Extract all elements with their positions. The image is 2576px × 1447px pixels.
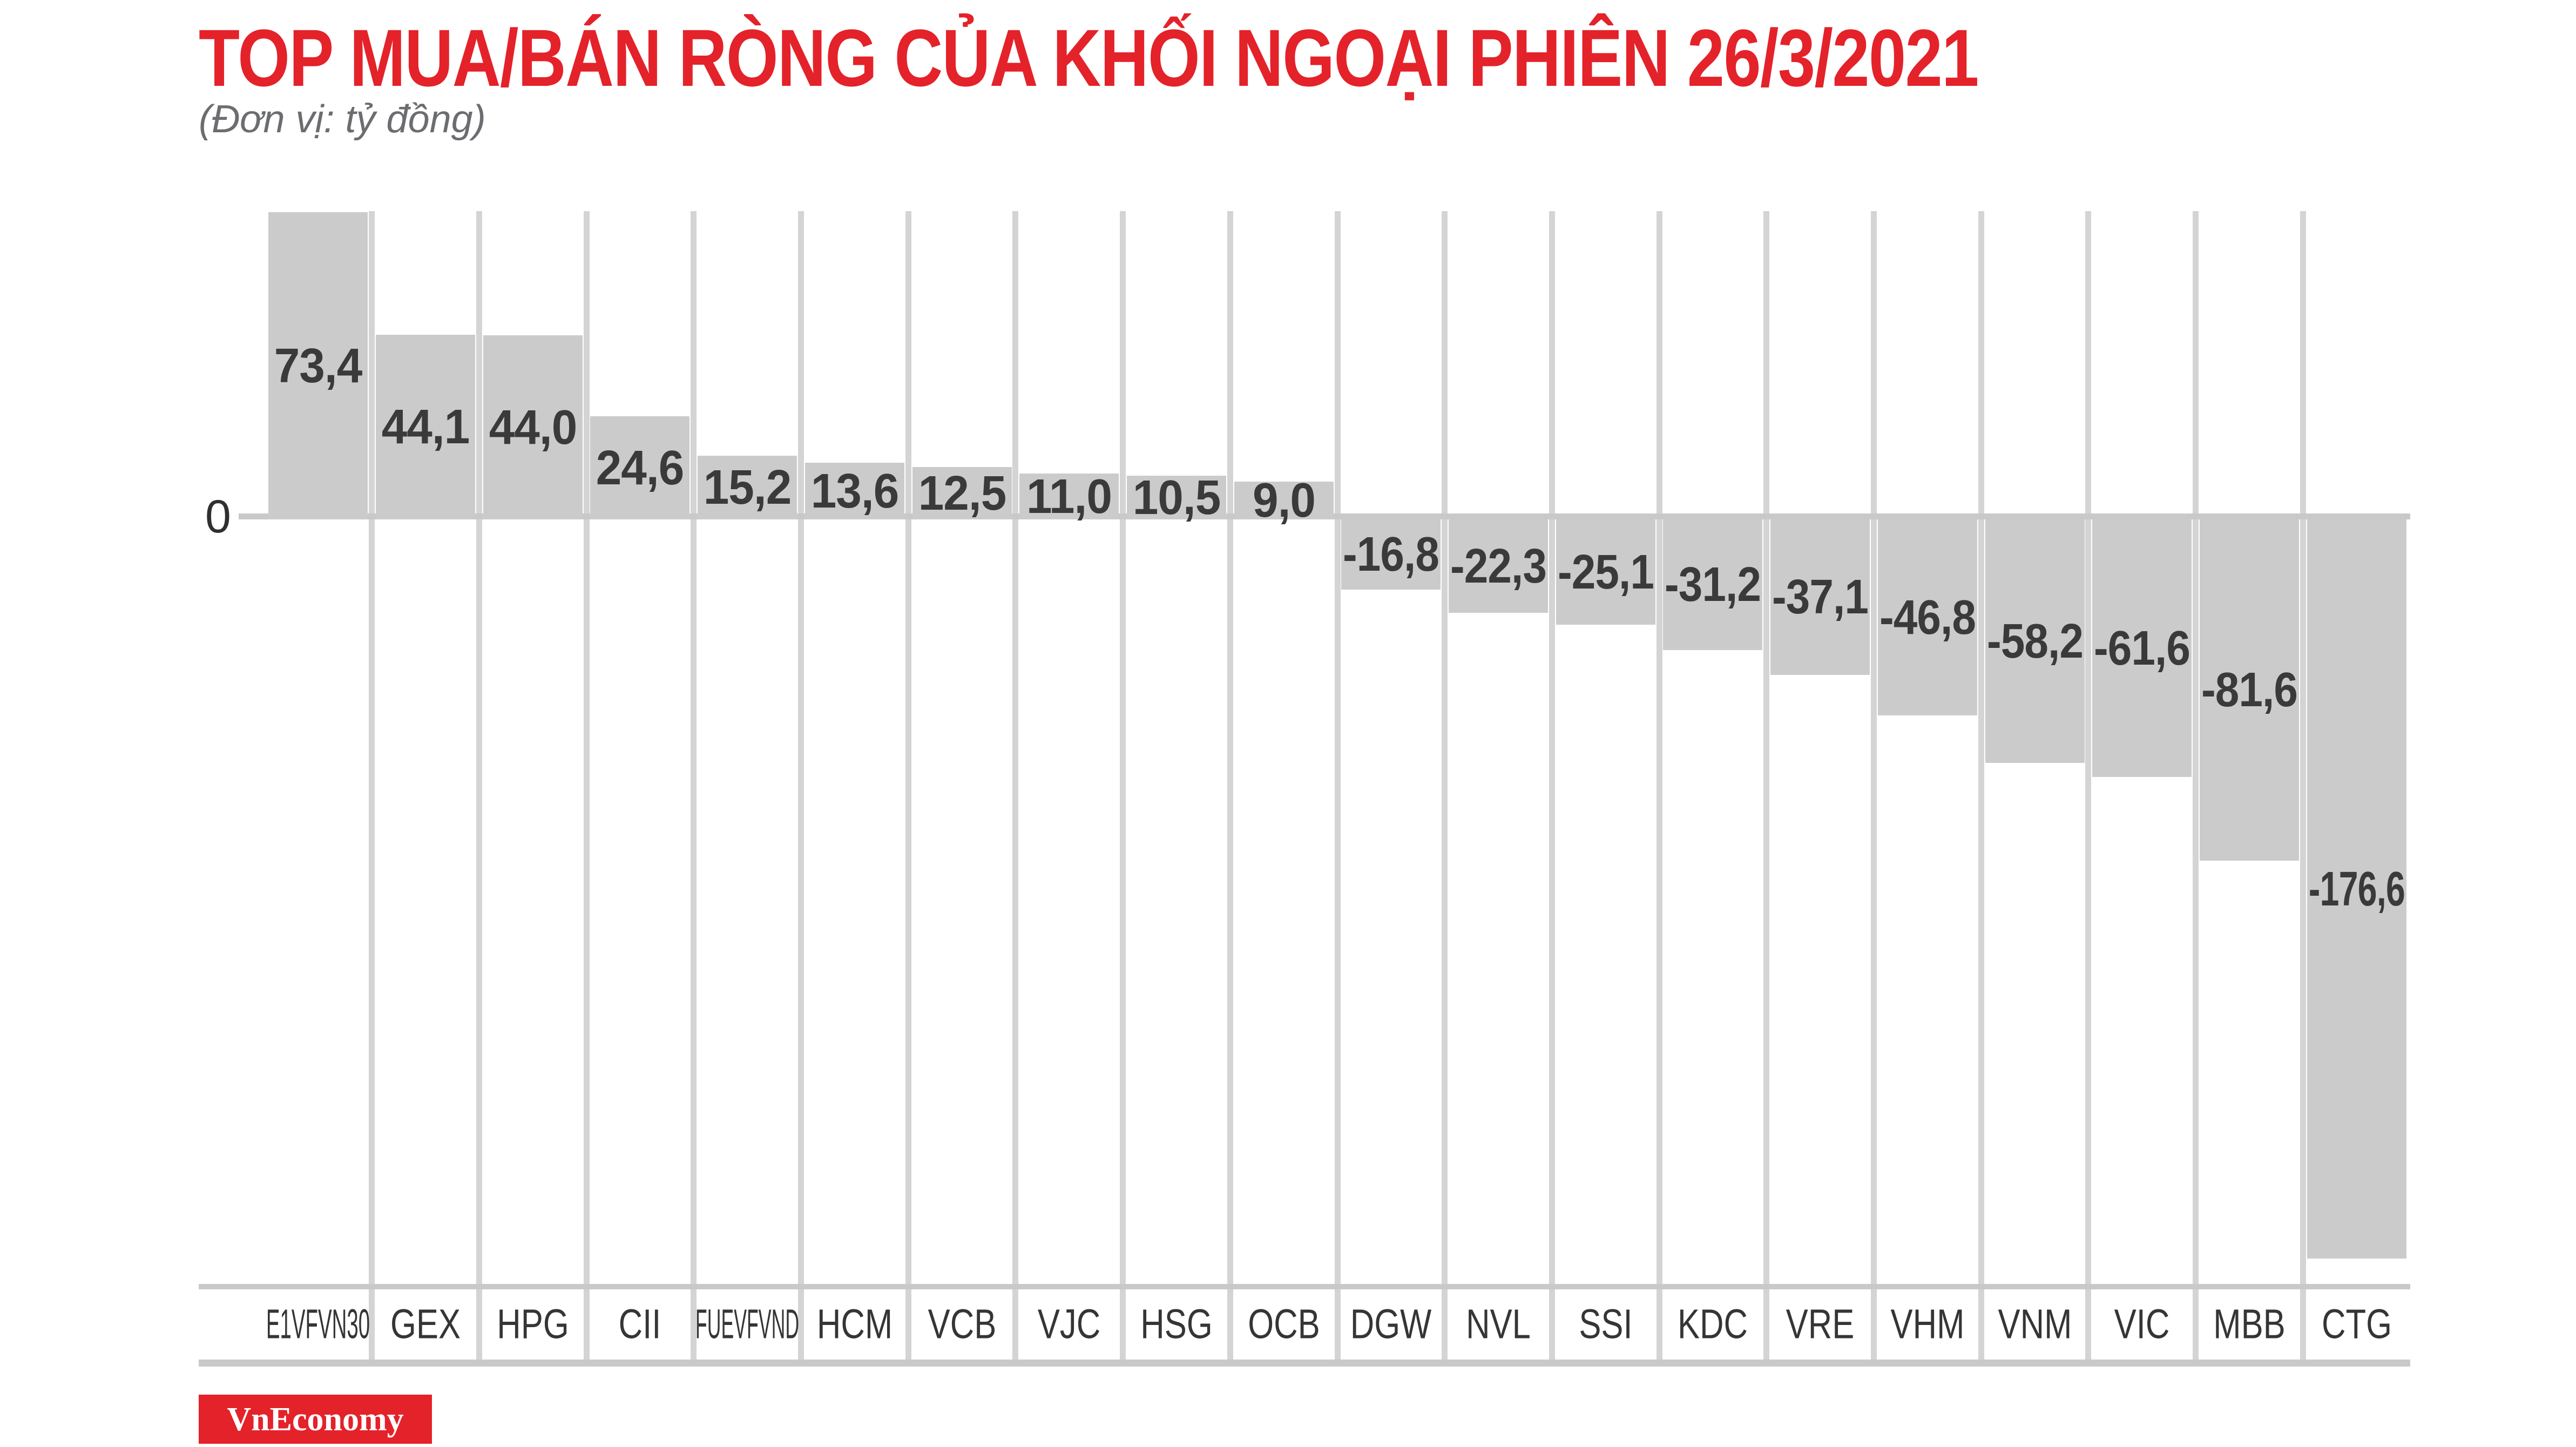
bar [912, 467, 1012, 519]
bar [1877, 519, 1977, 715]
bar [1985, 519, 2085, 763]
x-axis-label: CTG [2321, 1301, 2392, 1348]
page-title: TOP MUA/BÁN RÒNG CỦA KHỐI NGOẠI PHIÊN 26… [199, 12, 1979, 103]
bar [1019, 474, 1119, 519]
gridline [2300, 211, 2306, 1360]
x-axis-label: KDC [1678, 1301, 1748, 1348]
bar-value-label: -58,2 [1986, 614, 2083, 668]
bar-value-label: 24,6 [596, 441, 685, 495]
bar [376, 335, 476, 519]
bar [1663, 519, 1763, 650]
bar-value-label: 10,5 [1132, 470, 1221, 525]
gridline [2085, 211, 2092, 1360]
vneconomy-logo: VnEconomy [199, 1395, 432, 1444]
gridline [2193, 211, 2199, 1360]
x-axis-label: MBB [2213, 1301, 2286, 1348]
x-axis-label: SSI [1579, 1301, 1633, 1348]
x-axis-label: E1VFVN30 [266, 1301, 370, 1348]
vneconomy-logo-text: VnEconomy [227, 1401, 404, 1438]
x-axis-label: DGW [1350, 1301, 1432, 1348]
x-axis-label: VJC [1038, 1301, 1101, 1348]
x-axis-label: VIC [2114, 1301, 2170, 1348]
bar [1126, 476, 1226, 519]
bar [1341, 519, 1441, 590]
bar [698, 456, 797, 519]
bar-value-label: 15,2 [703, 461, 792, 515]
bar [804, 463, 904, 519]
bar [268, 212, 368, 519]
x-axis-label: VHM [1890, 1301, 1965, 1348]
x-axis-label: HPG [497, 1301, 569, 1348]
x-axis-label: VNM [1998, 1301, 2072, 1348]
bar-value-label: 44,0 [489, 400, 577, 455]
bar [2307, 519, 2406, 1259]
gridline [583, 211, 590, 1360]
x-axis-label: HCM [816, 1301, 893, 1348]
gridline [1442, 211, 1448, 1360]
bar-value-label: -176,6 [2308, 862, 2405, 916]
bar-value-label: 44,1 [381, 400, 470, 454]
bar-value-label: -16,8 [1343, 528, 1439, 581]
x-axis-label: NVL [1466, 1301, 1531, 1348]
x-axis-label: OCB [1247, 1301, 1320, 1348]
x-axis-label: VRE [1786, 1301, 1855, 1348]
x-axis-label: CII [619, 1301, 661, 1348]
bar [1449, 519, 1549, 613]
gridline [1120, 211, 1126, 1360]
bar [483, 335, 583, 519]
bar-value-label: -81,6 [2201, 663, 2298, 717]
bar [1556, 519, 1655, 625]
x-axis-label: VCB [928, 1301, 996, 1348]
gridline [1978, 211, 1984, 1360]
y-axis-zero-label: 0 [205, 491, 231, 543]
gridline [1334, 211, 1341, 1360]
bar-value-label: -31,2 [1665, 558, 1761, 612]
gridline [1871, 211, 1877, 1360]
bar [2199, 519, 2299, 861]
gridline [691, 211, 697, 1360]
gridline [1763, 211, 1770, 1360]
x-axis-label: HSG [1140, 1301, 1213, 1348]
bar [590, 416, 690, 519]
bar-value-label: -61,6 [2094, 621, 2190, 675]
bar-value-label: 9,0 [1252, 474, 1316, 528]
gridline [1656, 211, 1662, 1360]
gridline [1227, 211, 1233, 1360]
gridline [905, 211, 911, 1360]
bar-value-label: 73,4 [274, 339, 363, 393]
bar-value-label: 11,0 [1026, 469, 1112, 524]
bar-value-label: -46,8 [1879, 590, 1976, 645]
bar [1770, 519, 1870, 675]
bar [1234, 482, 1334, 519]
x-axis-label: FUEVFVND [695, 1301, 800, 1348]
gridline [1012, 211, 1019, 1360]
gridline [476, 211, 482, 1360]
chart-unit-note: (Đơn vị: tỷ đồng) [199, 98, 486, 141]
bar-value-label: -22,3 [1450, 539, 1547, 593]
bar-value-label: -25,1 [1557, 545, 1654, 599]
bar-value-label: 12,5 [918, 466, 1006, 520]
x-axis-top-rule [199, 1284, 2410, 1289]
gridline [1549, 211, 1555, 1360]
gridline [798, 211, 804, 1360]
bar [2092, 519, 2192, 777]
bar-value-label: 13,6 [810, 464, 900, 518]
x-axis-bottom-rule [199, 1360, 2410, 1367]
x-axis-label: GEX [390, 1301, 461, 1348]
bar-value-label: -37,1 [1772, 570, 1869, 624]
gridline [369, 211, 375, 1360]
